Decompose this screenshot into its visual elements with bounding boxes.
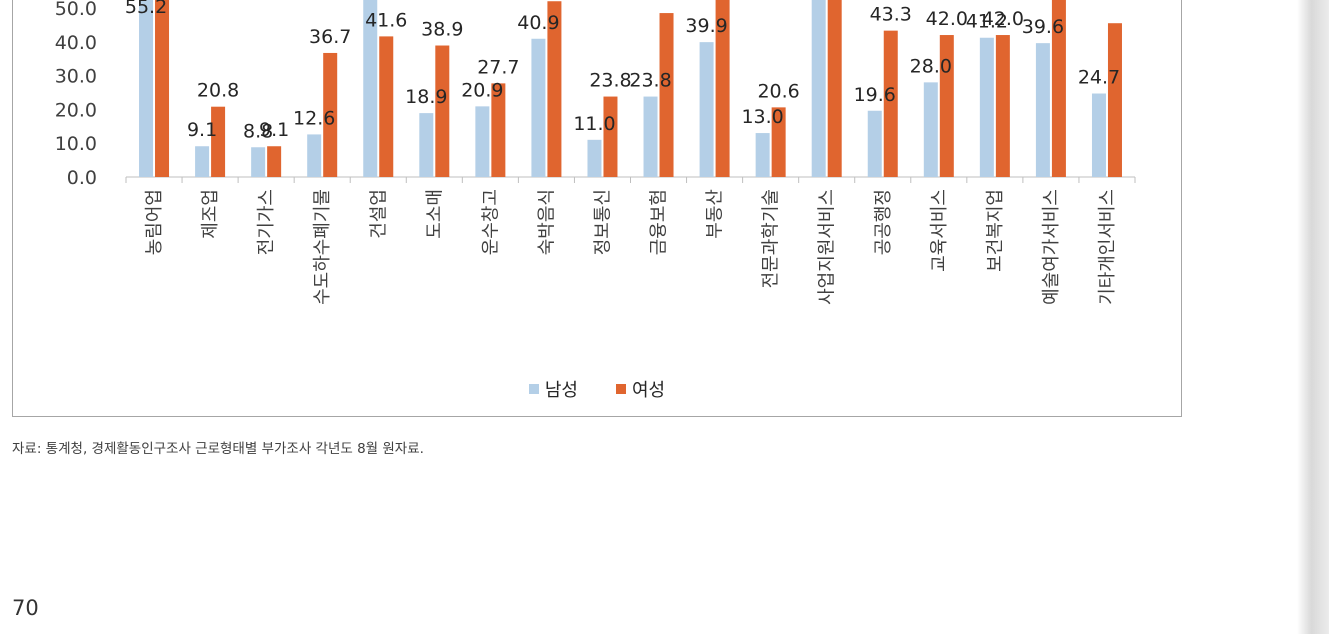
legend-swatch-male — [528, 384, 539, 394]
x-category-label: 농림어업 — [144, 189, 165, 255]
data-label-male: 13.0 — [741, 106, 783, 128]
bar-female — [1051, 0, 1066, 177]
data-label-female: 42.0 — [982, 8, 1024, 30]
data-label-female: 9.1 — [259, 119, 289, 141]
data-label-male: 39.6 — [1022, 16, 1064, 38]
bar-male — [139, 0, 154, 177]
x-category-label: 공공행정 — [873, 189, 894, 255]
bar-female — [995, 35, 1010, 177]
data-label-male: 24.7 — [1078, 67, 1120, 89]
data-label-female: 20.6 — [757, 80, 799, 102]
data-label-female: 36.7 — [309, 26, 351, 48]
data-label-female: 27.7 — [477, 56, 519, 78]
bar-female — [435, 45, 450, 177]
bar-female — [155, 0, 170, 177]
x-category-label: 예술여가서비스 — [1041, 189, 1062, 305]
data-label-male: 40.9 — [517, 12, 559, 34]
bar-female — [771, 107, 786, 177]
data-label-male: 41.2 — [966, 11, 1008, 33]
source-note: 자료: 통계청, 경제활동인구조사 근로형태별 부가조사 각년도 8월 원자료. — [12, 441, 424, 457]
bar-female — [603, 96, 618, 177]
bar-male — [1091, 93, 1106, 177]
bar-male — [979, 37, 994, 177]
bar-male — [475, 106, 490, 177]
chart-legend: 남성 여성 — [13, 376, 1181, 402]
bar-male — [811, 0, 826, 177]
data-label-male: 23.8 — [629, 70, 671, 92]
data-label-female: 42.0 — [926, 8, 968, 30]
bar-female — [211, 106, 226, 177]
bar-male — [251, 147, 266, 177]
bar-male — [699, 42, 714, 177]
data-label-male: 18.9 — [405, 86, 447, 108]
legend-label-male: 남성 — [544, 380, 578, 401]
bar-male — [195, 146, 210, 177]
y-tick-label: 30.0 — [55, 66, 97, 88]
y-tick-label: 40.0 — [55, 32, 97, 54]
data-label-male: 55.2 — [125, 0, 167, 18]
x-category-label: 건설업 — [368, 189, 389, 239]
x-category-label: 기타개인서비스 — [1097, 189, 1118, 305]
x-category-label: 보건복지업 — [985, 189, 1006, 272]
data-label-male: 19.6 — [854, 84, 896, 106]
y-tick-label: 10.0 — [55, 133, 97, 155]
x-category-label: 숙박음식 — [536, 189, 557, 255]
x-category-label: 제조업 — [200, 189, 221, 239]
bar-female — [1107, 23, 1122, 178]
bar-male — [1035, 43, 1050, 177]
data-label-male: 28.0 — [910, 55, 952, 77]
data-label-male: 8.8 — [243, 120, 273, 142]
x-category-label: 사업지원서비스 — [817, 189, 838, 305]
data-label-male: 11.0 — [573, 113, 615, 135]
data-label-male: 39.9 — [685, 15, 727, 37]
data-label-female: 38.9 — [421, 19, 463, 41]
x-category-label: 운수창고 — [480, 189, 501, 255]
data-label-male: 20.9 — [461, 79, 503, 101]
bar-female — [659, 13, 674, 177]
bar-male — [363, 0, 378, 177]
x-category-label: 전기가스 — [256, 189, 277, 255]
data-label-female: 23.8 — [589, 70, 631, 92]
legend-item-male: 남성 — [528, 376, 578, 402]
bar-chart: 0.010.020.030.040.050.0 55.29.1 8.812.618.… — [55, 0, 1136, 305]
bar-male — [755, 133, 770, 177]
legend-swatch-female — [616, 384, 626, 394]
bar-female — [939, 35, 954, 177]
data-label-female: 20.8 — [197, 80, 239, 102]
chart-container: 0.0 10.0 20.0 30.0 40.0 50.0 55.2 9.1 8.8 12.6 18.… — [12, 0, 1182, 417]
bar-female — [883, 30, 898, 178]
x-category-label: 부동산 — [705, 189, 726, 239]
x-category-label: 도소매 — [424, 189, 445, 239]
bar-male — [587, 139, 602, 177]
x-category-label: 수도하수폐기물 — [312, 189, 333, 305]
y-tick-label: 0.0 — [67, 167, 97, 189]
data-label-male: 12.6 — [293, 107, 335, 129]
bar-female — [491, 83, 506, 177]
bar-male — [643, 96, 658, 177]
data-label-male: 9.1 — [187, 119, 217, 141]
bar-male — [923, 82, 938, 177]
page-edge-shadow — [1297, 0, 1329, 634]
page-number: 70 — [12, 596, 39, 620]
bar-male — [307, 134, 322, 177]
bar-male — [867, 110, 882, 177]
bar-female — [715, 0, 730, 177]
bar-male — [419, 113, 434, 177]
legend-item-female: 여성 — [616, 376, 665, 402]
bar-female — [267, 146, 282, 177]
bar-female — [379, 36, 394, 177]
legend-label-female: 여성 — [632, 380, 666, 401]
bar-male — [531, 38, 546, 178]
bar-female — [323, 52, 338, 178]
data-label-female: 41.6 — [365, 9, 407, 31]
x-category-label: 전문과학기술 — [761, 189, 782, 288]
bar-female — [547, 1, 562, 177]
y-tick-label: 20.0 — [55, 99, 97, 121]
x-category-label: 정보통신 — [592, 189, 613, 255]
x-category-label: 금융보험 — [649, 189, 670, 255]
bar-female — [827, 0, 842, 177]
x-category-label: 교육서비스 — [929, 189, 950, 272]
data-label-female: 43.3 — [870, 4, 912, 26]
y-tick-label: 50.0 — [55, 0, 97, 20]
